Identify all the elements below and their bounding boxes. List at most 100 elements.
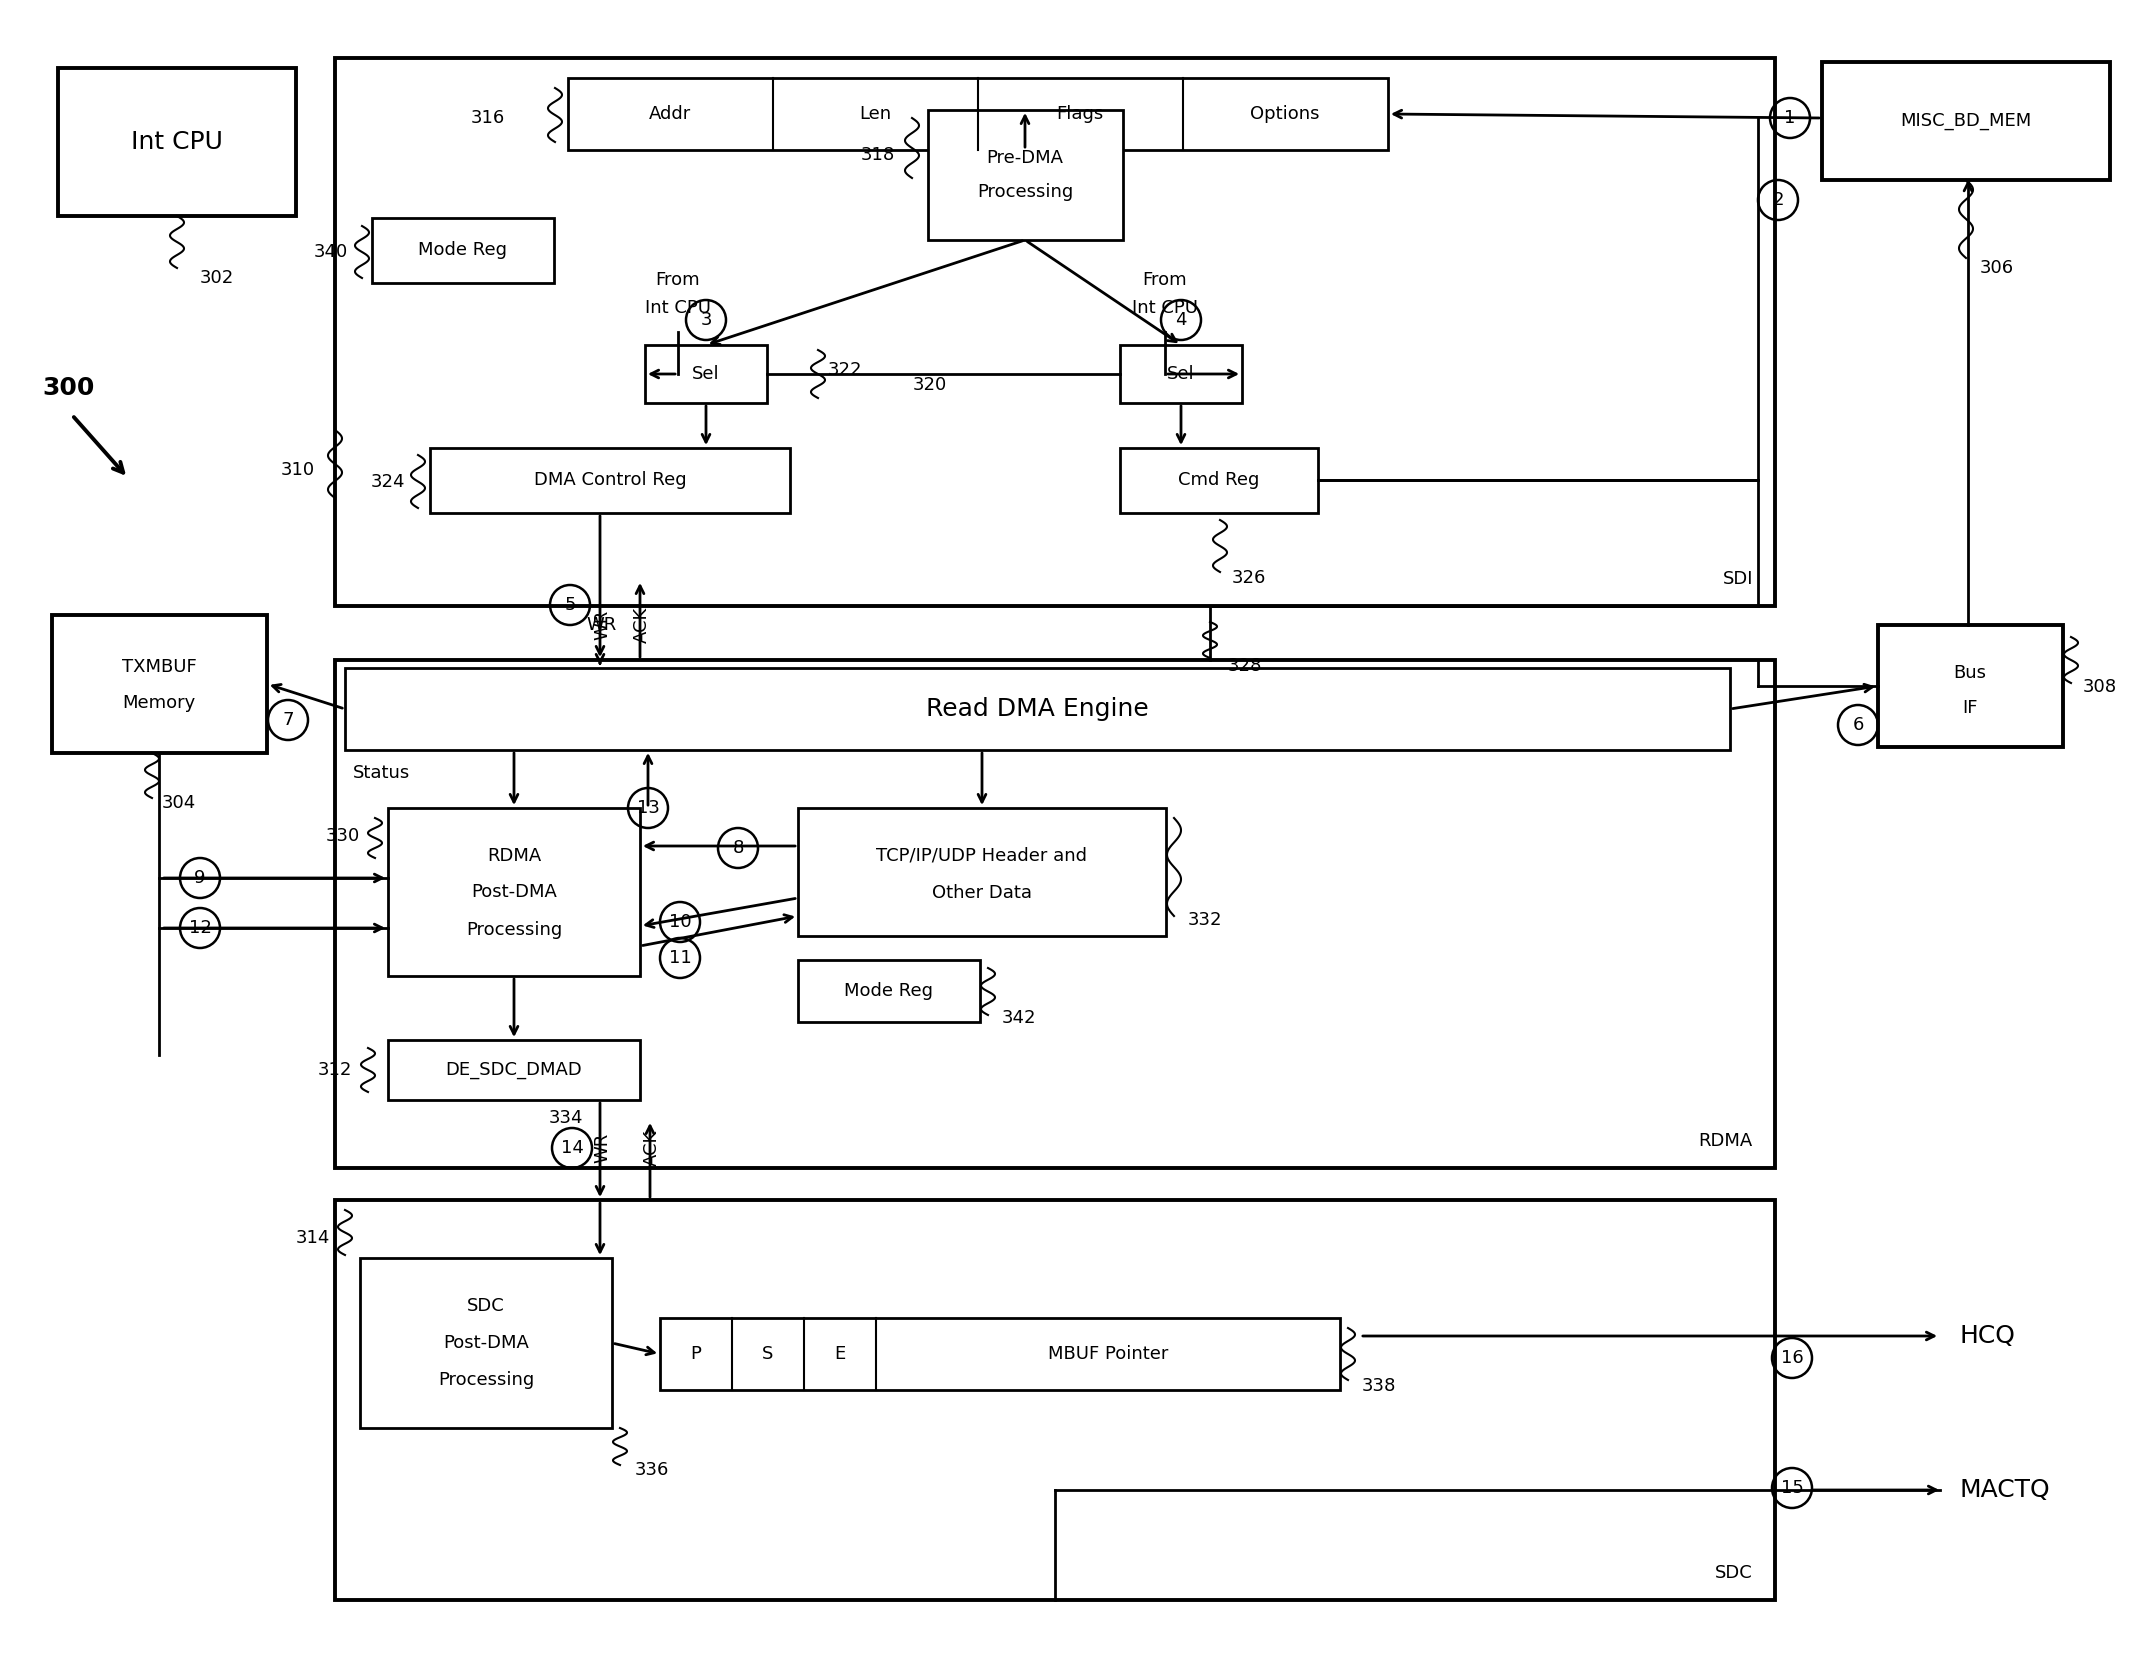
Text: Pre-DMA: Pre-DMA	[985, 149, 1064, 167]
Text: MBUF Pointer: MBUF Pointer	[1047, 1346, 1169, 1364]
Text: 7: 7	[282, 712, 294, 728]
Text: Cmd Reg: Cmd Reg	[1177, 472, 1261, 488]
Text: RDMA: RDMA	[1698, 1132, 1753, 1150]
Text: Sel: Sel	[1167, 366, 1194, 382]
Text: 316: 316	[471, 109, 506, 127]
Text: SDC: SDC	[1715, 1564, 1753, 1582]
Text: Processing: Processing	[977, 184, 1073, 200]
Text: RDMA: RDMA	[486, 847, 542, 866]
Text: 304: 304	[162, 794, 196, 813]
Bar	[58, 68, 296, 217]
Bar	[360, 1258, 612, 1428]
Text: Flags: Flags	[1056, 104, 1103, 122]
Text: 330: 330	[326, 828, 360, 846]
Text: 11: 11	[668, 948, 691, 967]
Text: 16: 16	[1781, 1349, 1802, 1367]
Text: SDC: SDC	[467, 1298, 506, 1316]
Text: 320: 320	[913, 376, 947, 394]
Bar	[371, 218, 555, 283]
Bar	[798, 808, 1167, 937]
Text: MACTQ: MACTQ	[1960, 1478, 2050, 1503]
Text: 13: 13	[636, 799, 659, 818]
Text: 306: 306	[1979, 258, 2014, 276]
Text: 1: 1	[1785, 109, 1796, 127]
Text: WR: WR	[587, 616, 616, 634]
Text: Int CPU: Int CPU	[1133, 300, 1199, 318]
Text: HCQ: HCQ	[1960, 1324, 2016, 1349]
Text: 312: 312	[318, 1061, 352, 1079]
Text: Processing: Processing	[437, 1370, 533, 1389]
Bar	[335, 1200, 1775, 1600]
Text: 322: 322	[828, 361, 862, 379]
Text: S: S	[761, 1346, 774, 1364]
Text: 310: 310	[282, 462, 316, 478]
Bar	[335, 660, 1775, 1168]
Text: Sel: Sel	[693, 366, 719, 382]
Text: 9: 9	[194, 869, 205, 887]
Text: SDI: SDI	[1723, 569, 1753, 588]
Text: 326: 326	[1233, 569, 1267, 588]
Bar	[431, 449, 789, 513]
Text: 332: 332	[1188, 910, 1222, 928]
Text: 5: 5	[565, 596, 576, 614]
Bar	[1877, 626, 2063, 746]
Text: Int CPU: Int CPU	[644, 300, 710, 318]
Bar	[928, 109, 1122, 240]
Text: 8: 8	[732, 839, 744, 857]
Bar	[644, 344, 768, 404]
Text: 4: 4	[1175, 311, 1186, 329]
Text: 302: 302	[201, 270, 235, 286]
Text: 308: 308	[2084, 679, 2118, 697]
Text: TXMBUF: TXMBUF	[122, 659, 196, 675]
Text: ACK: ACK	[642, 1130, 661, 1167]
Text: 10: 10	[668, 914, 691, 932]
Text: ACK: ACK	[634, 607, 651, 644]
Text: P: P	[691, 1346, 702, 1364]
Bar	[388, 1039, 640, 1101]
Text: E: E	[834, 1346, 845, 1364]
Text: 6: 6	[1851, 717, 1864, 735]
Bar	[1120, 449, 1318, 513]
Text: Post-DMA: Post-DMA	[444, 1334, 529, 1352]
Bar	[335, 58, 1775, 606]
Text: 3: 3	[700, 311, 712, 329]
Text: 15: 15	[1781, 1480, 1802, 1498]
Text: 324: 324	[371, 473, 405, 492]
Text: MISC_BD_MEM: MISC_BD_MEM	[1901, 113, 2031, 131]
Text: 12: 12	[188, 919, 211, 937]
Text: WR: WR	[593, 611, 610, 640]
Text: 14: 14	[561, 1139, 584, 1157]
Bar	[659, 1317, 1340, 1390]
Text: Post-DMA: Post-DMA	[471, 884, 557, 900]
Text: IF: IF	[1962, 698, 1977, 717]
Text: DMA Control Reg: DMA Control Reg	[533, 472, 687, 488]
Bar	[1120, 344, 1241, 404]
Text: TCP/IP/UDP Header and: TCP/IP/UDP Header and	[877, 847, 1088, 866]
Text: 2: 2	[1773, 190, 1783, 209]
Text: From: From	[1143, 271, 1188, 290]
Bar	[567, 78, 1389, 151]
Text: 338: 338	[1363, 1377, 1397, 1395]
Text: 300: 300	[43, 376, 94, 401]
Text: Mode Reg: Mode Reg	[418, 242, 508, 258]
Text: Addr: Addr	[648, 104, 691, 122]
Text: WR: WR	[593, 1134, 610, 1163]
Text: Other Data: Other Data	[932, 884, 1032, 902]
Text: 314: 314	[296, 1230, 331, 1246]
Bar	[1822, 61, 2110, 180]
Bar	[346, 669, 1730, 750]
Text: From: From	[655, 271, 700, 290]
Text: Memory: Memory	[122, 693, 196, 712]
Text: Options: Options	[1250, 104, 1320, 122]
Text: 340: 340	[314, 243, 348, 261]
Text: Bus: Bus	[1954, 664, 1986, 682]
Text: Read DMA Engine: Read DMA Engine	[926, 697, 1148, 722]
Text: Status: Status	[352, 765, 410, 783]
Bar	[388, 808, 640, 976]
Text: Int CPU: Int CPU	[130, 131, 224, 154]
Text: DE_SDC_DMAD: DE_SDC_DMAD	[446, 1061, 582, 1079]
Text: 318: 318	[862, 146, 896, 164]
Bar	[798, 960, 979, 1023]
Text: 342: 342	[1003, 1010, 1037, 1028]
Text: 336: 336	[636, 1461, 670, 1480]
